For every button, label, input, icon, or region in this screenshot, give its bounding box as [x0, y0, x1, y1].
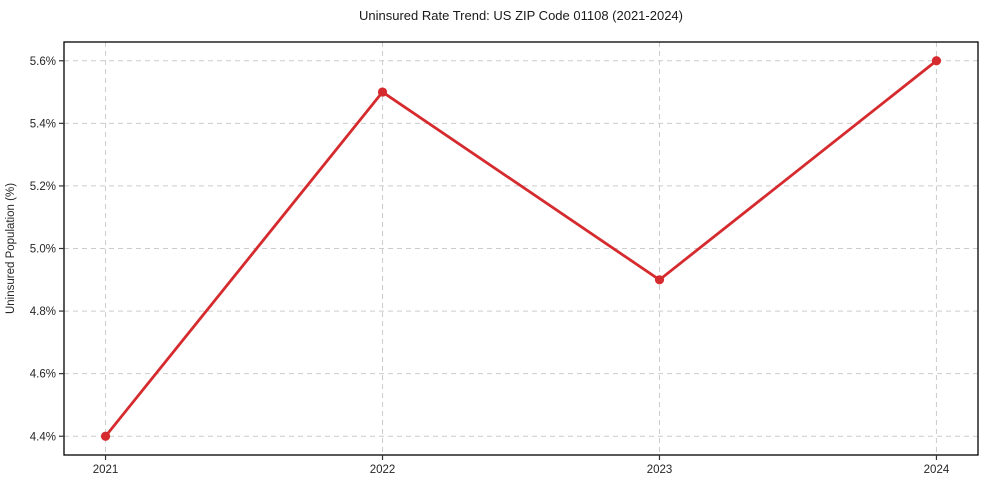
data-point: [654, 275, 665, 285]
x-tick-label: 2021: [93, 464, 119, 476]
y-tick-label: 5.0%: [30, 244, 56, 256]
y-tick-label: 5.4%: [30, 118, 56, 130]
x-tick-label: 2024: [924, 464, 950, 476]
y-tick-label: 5.6%: [30, 56, 56, 68]
data-series-layer: [100, 56, 942, 441]
y-tick-label: 4.8%: [30, 306, 56, 318]
y-tick-label: 5.2%: [30, 181, 56, 193]
data-point: [100, 431, 111, 441]
y-tick-label: 4.4%: [30, 431, 56, 443]
y-axis-label: Uninsured Population (%): [5, 183, 17, 314]
chart-title: Uninsured Rate Trend: US ZIP Code 01108 …: [359, 8, 683, 23]
axis-ticks: 4.4% 4.6% 4.8% 5.0% 5.2% 5.4% 5.6% 2021 2022 2023…: [30, 56, 950, 476]
data-point: [931, 56, 942, 66]
x-tick-label: 2023: [647, 464, 673, 476]
x-tick-label: 2022: [370, 464, 396, 476]
data-point: [377, 87, 388, 97]
gridlines: [64, 42, 978, 455]
y-tick-label: 4.6%: [30, 369, 56, 381]
trend-line: [104, 59, 938, 438]
